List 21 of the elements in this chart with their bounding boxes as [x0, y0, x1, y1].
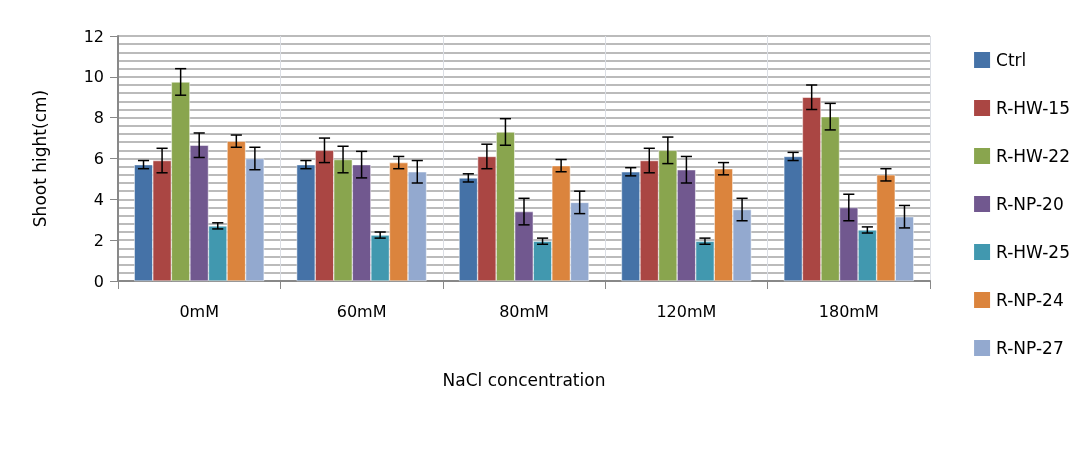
x-tick-label: 80mM: [499, 301, 549, 321]
x-tick-label: 0mM: [179, 301, 219, 321]
y-axis-title: Shoot hight(cm): [29, 89, 50, 228]
x-tick-label: 60mM: [336, 301, 387, 321]
x-tick-label: 180mM: [818, 301, 879, 321]
legend-label: Ctrl: [996, 50, 1027, 70]
y-tick-label: 4: [93, 189, 104, 209]
legend-label: R-HW-15: [996, 98, 1071, 118]
x-tick-label: 120mM: [656, 301, 717, 321]
legend-label: R-HW-22: [996, 146, 1071, 166]
y-tick-label: 12: [83, 26, 104, 46]
y-tick-label: 0: [93, 271, 104, 291]
y-tick-label: 6: [93, 149, 104, 168]
y-tick-label: 8: [93, 108, 104, 128]
legend-label: R-NP-27: [996, 338, 1064, 358]
legend-label: R-HW-25: [996, 242, 1071, 262]
y-tick-label: 10: [83, 67, 104, 87]
x-axis-title: NaCl concentration: [442, 369, 606, 390]
legend-label: R-NP-20: [996, 194, 1064, 214]
legend-label: R-NP-24: [996, 290, 1064, 310]
y-tick-label: 2: [93, 230, 104, 250]
